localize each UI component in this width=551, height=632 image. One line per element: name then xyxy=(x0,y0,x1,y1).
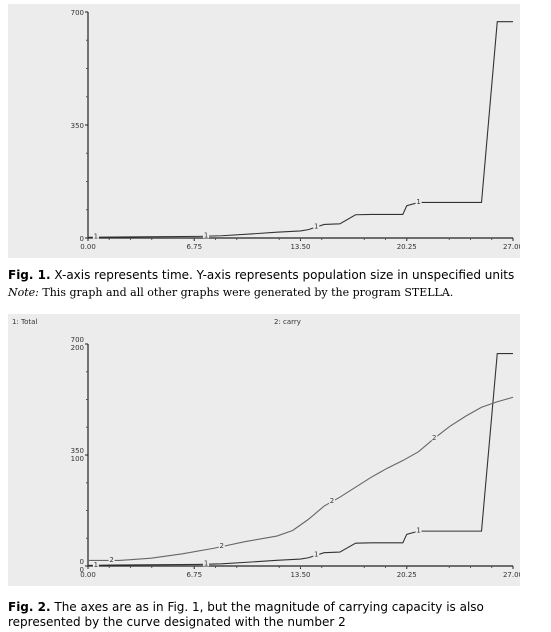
fig2-series-marker-bg xyxy=(203,559,210,567)
figure-note: Note: This graph and all other graphs we… xyxy=(8,286,453,299)
fig2-series-carry xyxy=(88,396,514,561)
fig2-y-tick-label: 700 xyxy=(71,336,84,344)
note-label: Note: xyxy=(8,286,39,299)
fig1-series-marker-bg xyxy=(203,231,210,239)
fig2-x-tick-label: 0.00 xyxy=(80,571,96,579)
fig1-y-tick-label: 0 xyxy=(80,235,84,243)
figure-2-text: The axes are as in Fig. 1, but the magni… xyxy=(8,600,484,629)
fig2-series-marker-bg xyxy=(313,550,320,558)
fig2-series-marker-bg xyxy=(328,496,335,504)
fig2-series-marker-label: 1 xyxy=(94,561,98,569)
fig1-series-line1 xyxy=(87,21,513,238)
figure-1-caption: Fig. 1. X-axis represents time. Y-axis r… xyxy=(8,268,538,283)
fig2-series-marker-bg xyxy=(218,541,225,549)
fig1-y-tick-label: 350 xyxy=(71,122,84,130)
fig2-series-marker-label: 1 xyxy=(204,560,208,568)
figure-1-chart: 0.00 6.75 13.50 20.25 27.00 0 350 700 1 1 1 1 xyxy=(8,4,520,258)
figure-1-svg: 0.00 6.75 13.50 20.25 27.00 0 350 700 1 1 1 1 xyxy=(71,9,520,251)
fig2-series-marker-bg xyxy=(415,526,422,534)
fig2-series-marker-label: 2 xyxy=(330,497,334,505)
fig2-series-marker-bg xyxy=(92,560,99,568)
figure-2-chart: 1: Total 2: carry 0.00 6.75 13.50 20.25 27.0… xyxy=(8,314,520,586)
fig2-x-tick-label: 6.75 xyxy=(186,571,202,579)
fig2-x-tick-label: 13.50 xyxy=(290,571,310,579)
fig1-series-marker-label: 1 xyxy=(204,232,208,240)
legend-total: 1: Total xyxy=(12,318,38,326)
fig2-series-marker-label: 1 xyxy=(314,551,318,559)
figure-2-caption: Fig. 2. The axes are as in Fig. 1, but t… xyxy=(8,600,538,630)
fig1-series-marker-label: 1 xyxy=(416,198,420,206)
fig1-series-marker-label: 1 xyxy=(314,223,318,231)
fig1-x-tick-label: 6.75 xyxy=(186,243,202,251)
figure-1-label: Fig. 1. xyxy=(8,268,51,282)
note-text: This graph and all other graphs were gen… xyxy=(42,286,454,299)
fig2-series-marker-label: 2 xyxy=(109,556,113,564)
figure-2-label: Fig. 2. xyxy=(8,600,51,614)
fig2-y-tick-label: 350 xyxy=(71,447,84,455)
fig2-y2-tick-label: 0 xyxy=(80,566,84,574)
fig1-x-tick-label: 20.25 xyxy=(397,243,417,251)
figure-1-text: X-axis represents time. Y-axis represent… xyxy=(54,268,515,282)
fig1-series-marker-bg xyxy=(415,197,422,205)
fig2-series-total xyxy=(87,352,513,566)
fig2-series-marker-label: 2 xyxy=(220,542,224,550)
fig1-y-tick-label: 700 xyxy=(71,9,84,17)
fig2-series-marker-bg xyxy=(108,555,115,563)
fig2-series-marker-label: 2 xyxy=(432,434,436,442)
fig1-series-marker-bg xyxy=(313,222,320,230)
fig2-series-marker-label: 1 xyxy=(416,527,420,535)
fig2-series-marker-bg xyxy=(431,433,438,441)
fig1-x-tick-label: 27.00 xyxy=(503,243,520,251)
fig2-x-tick-label: 27.00 xyxy=(503,571,520,579)
legend-carry: 2: carry xyxy=(274,318,301,326)
fig1-series-marker-bg xyxy=(92,232,99,240)
fig2-x-tick-label: 20.25 xyxy=(397,571,417,579)
fig1-x-tick-label: 13.50 xyxy=(290,243,310,251)
fig1-x-tick-label: 0.00 xyxy=(80,243,96,251)
fig2-y2-tick-label: 200 xyxy=(71,344,84,352)
figure-2-svg: 0.00 6.75 13.50 20.25 27.00 0 350 700 0 100 200 1 1 1… xyxy=(71,336,520,579)
fig2-y-tick-label: 0 xyxy=(80,558,84,566)
fig1-series-marker-label: 1 xyxy=(94,233,98,241)
fig2-y2-tick-label: 100 xyxy=(71,455,84,463)
